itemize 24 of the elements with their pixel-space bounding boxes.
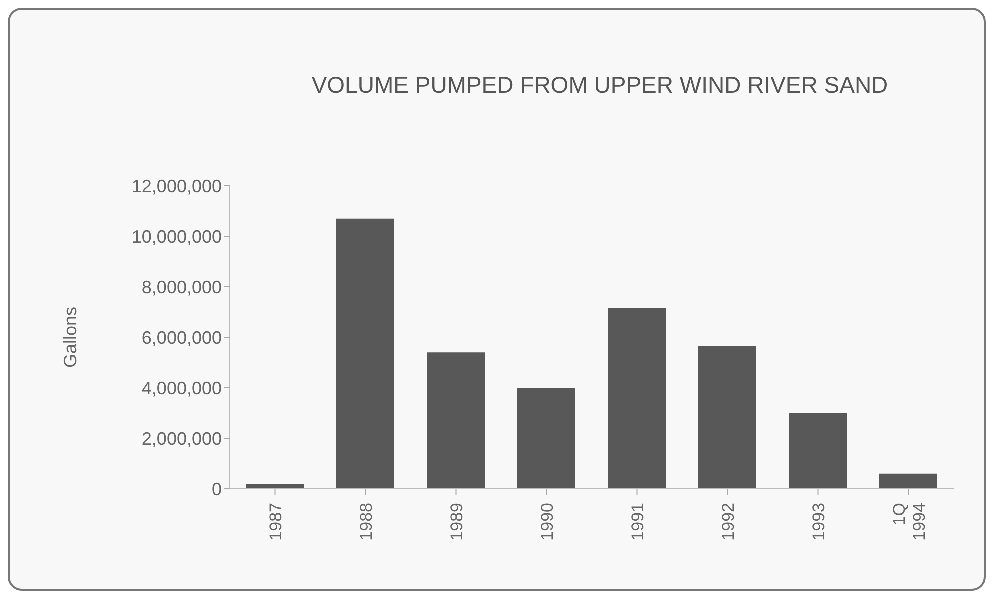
chart-title: VOLUME PUMPED FROM UPPER WIND RIVER SAND [310, 71, 890, 100]
bar [427, 352, 485, 489]
x-tick-label: 1987 [266, 503, 286, 541]
x-tick-label: 1990 [538, 503, 557, 541]
x-tick-label: 1993 [809, 503, 828, 541]
bar [698, 346, 756, 489]
y-tick-label: 10,000,000 [132, 226, 222, 247]
y-axis-title: Gallons [60, 306, 80, 368]
y-tick-label: 4,000,000 [142, 378, 222, 398]
x-tick-label: 1988 [356, 503, 376, 541]
y-tick-label: 8,000,000 [142, 277, 222, 298]
y-tick-label: 0 [212, 479, 222, 500]
x-tick-label: 1991 [628, 503, 648, 541]
bar [518, 388, 576, 489]
bar [789, 413, 847, 489]
x-tick-label: 1992 [718, 503, 738, 541]
bar [608, 308, 666, 489]
y-tick-label: 6,000,000 [142, 328, 222, 348]
x-tick-label: 1989 [447, 503, 466, 541]
y-tick-label: 12,000,000 [132, 176, 222, 196]
x-tick-label: 1Q 1994 [890, 503, 929, 541]
bar [336, 218, 394, 489]
bar [880, 474, 938, 489]
y-tick-label: 2,000,000 [142, 428, 222, 449]
